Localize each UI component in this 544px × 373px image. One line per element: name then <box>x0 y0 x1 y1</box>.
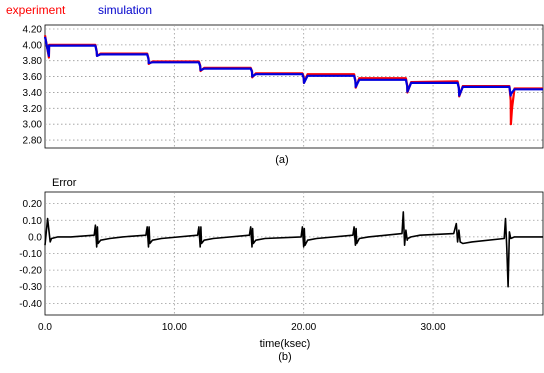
y-tick-label: 3.80 <box>23 56 43 67</box>
panel-b-y-ticks: 0.20 0.10 0.0 -0.10 -0.20 -0.30 -0.40 <box>19 199 42 310</box>
x-tick-label: 30.00 <box>421 322 446 333</box>
y-tick-label: 3.00 <box>23 120 43 131</box>
y-tick-label: 0.0 <box>28 232 42 243</box>
series-line-simulation <box>43 36 543 97</box>
y-tick-label: 4.20 <box>23 24 43 35</box>
panel-b: Error 0.20 0.10 0.0 -0.10 -0.20 -0.30 -0.40 0.… <box>19 177 544 363</box>
y-tick-label: -0.20 <box>19 266 42 277</box>
series-line-experiment <box>43 35 543 126</box>
x-tick-label: 20.00 <box>291 322 316 333</box>
series-line-error <box>44 211 543 288</box>
panel-a-y-ticks: 4.20 4.00 3.80 3.60 3.40 3.20 3.00 2.80 <box>23 24 43 146</box>
y-tick-label: 0.20 <box>23 199 43 210</box>
panel-a-series <box>43 35 543 126</box>
panel-a-label: (a) <box>275 154 288 166</box>
x-tick-label: 0.0 <box>38 322 52 333</box>
legend-experiment: experiment <box>6 3 66 17</box>
y-tick-label: 3.60 <box>23 72 43 83</box>
y-tick-label: -0.10 <box>19 249 42 260</box>
y-tick-label: 2.80 <box>23 136 43 147</box>
y-tick-label: 3.20 <box>23 104 43 115</box>
panel-a-grid <box>45 25 543 148</box>
x-tick-label: 10.00 <box>162 322 187 333</box>
panel-b-x-ticks: 0.0 10.00 20.00 30.00 <box>38 322 446 333</box>
panel-a: 4.20 4.00 3.80 3.60 3.40 3.20 3.00 2.80 (a) <box>23 24 544 166</box>
panel-b-series <box>44 211 543 288</box>
y-tick-label: 3.40 <box>23 88 43 99</box>
y-tick-label: 0.10 <box>23 216 43 227</box>
y-tick-label: -0.30 <box>19 282 42 293</box>
panel-b-label: (b) <box>278 351 291 363</box>
panel-b-title: Error <box>52 177 77 189</box>
x-axis-label: time(ksec) <box>260 338 311 350</box>
y-tick-label: 4.00 <box>23 40 43 51</box>
panel-a-frame <box>44 24 544 149</box>
y-tick-label: -0.40 <box>19 299 42 310</box>
panel-b-grid <box>45 192 543 315</box>
legend-simulation: simulation <box>98 3 152 17</box>
